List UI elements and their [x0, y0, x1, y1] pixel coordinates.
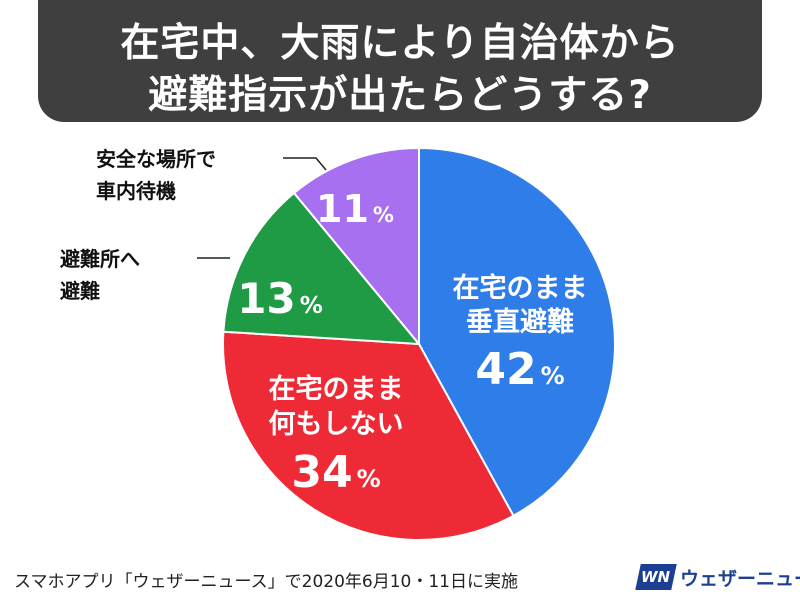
leader-line — [283, 157, 327, 171]
brand: WN ウェザーニュース — [635, 562, 800, 592]
slice-label: 避難 — [60, 279, 100, 303]
slice-label: 安全な場所で — [96, 147, 216, 171]
pie-slice — [418, 147, 616, 517]
pie-slice — [222, 330, 515, 541]
pie-slice — [222, 191, 420, 345]
slice-value-label: 13% — [237, 274, 323, 323]
slice-value-label: 42% — [475, 344, 564, 395]
brand-name: ウェザーニュース — [680, 567, 800, 590]
slice-label: 垂直避難 — [466, 306, 574, 338]
title-banner: 在宅中、大雨により自治体から 避難指示が出たらどうする? — [38, 0, 762, 122]
slice-label: 車内待機 — [96, 179, 176, 203]
slice-label: 在宅のまま — [269, 373, 404, 405]
slice-label: 避難所へ — [60, 247, 140, 271]
slice-label: 何もしない — [269, 409, 404, 440]
title-line-2: 避難指示が出たらどうする? — [148, 73, 652, 118]
slice-label: 在宅のまま — [453, 272, 588, 304]
survey-note: スマホアプリ「ウェザーニュース」で2020年6月10・11日に実施 — [14, 572, 518, 592]
slice-value-label: 34% — [291, 447, 380, 498]
brand-logo-icon: WN — [635, 564, 677, 590]
slice-value-label: 11% — [316, 187, 394, 231]
title-line-1: 在宅中、大雨により自治体から — [120, 21, 680, 66]
pie-slice — [293, 147, 420, 345]
